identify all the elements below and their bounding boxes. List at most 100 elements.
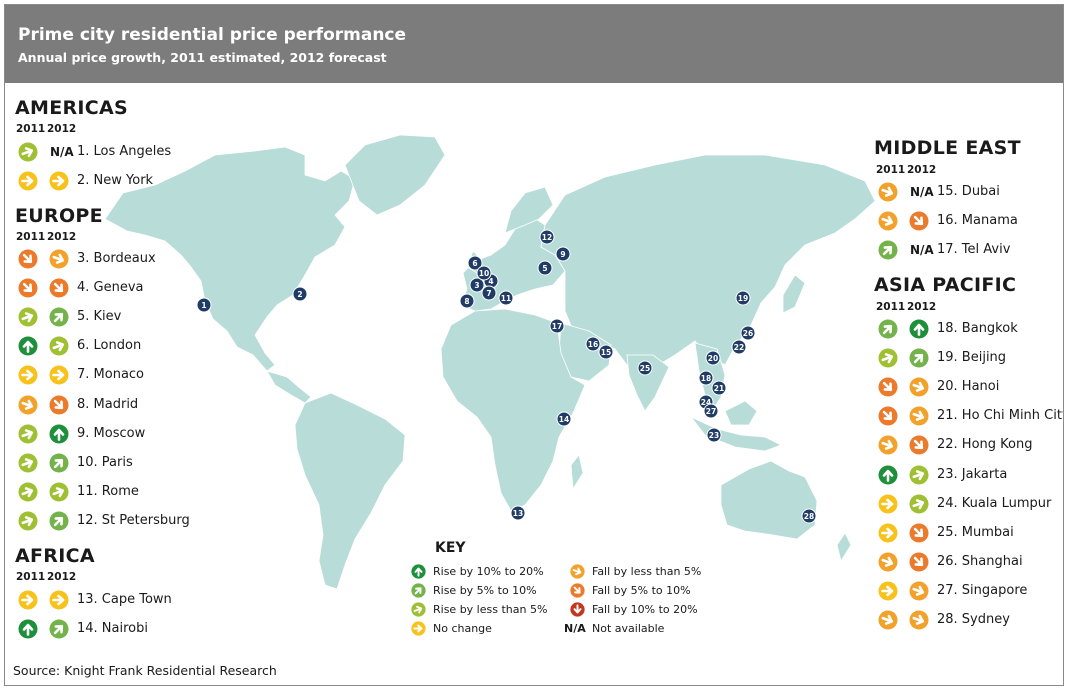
trend-2012-indicator bbox=[49, 171, 69, 191]
trend-2012-indicator bbox=[49, 278, 69, 298]
marker-number: 2 bbox=[297, 290, 302, 299]
trend-2011-indicator bbox=[18, 336, 38, 356]
arrow-up-right-icon bbox=[878, 240, 898, 260]
na-symbol: N/A bbox=[564, 622, 586, 635]
map-marker: 14 bbox=[556, 411, 572, 427]
australia-landmass bbox=[720, 460, 818, 540]
region-americas: AMERICAS bbox=[15, 97, 128, 119]
city-label: 18. Bangkok bbox=[937, 321, 1018, 336]
map-marker: 23 bbox=[706, 427, 722, 443]
key-icon bbox=[570, 602, 585, 617]
trend-2012-indicator bbox=[909, 465, 929, 485]
trend-2011-indicator bbox=[18, 590, 38, 610]
arrow-slight-down-icon bbox=[570, 564, 585, 579]
city-label: 15. Dubai bbox=[937, 184, 1000, 199]
region-title: EUROPE bbox=[15, 205, 103, 227]
map-marker: 3 bbox=[469, 277, 485, 293]
trend-2011-indicator bbox=[18, 142, 38, 162]
marker-number: 10 bbox=[479, 269, 489, 278]
city-label: 5. Kiev bbox=[77, 309, 122, 325]
arrow-slight-up-icon bbox=[49, 336, 69, 356]
arrow-up-icon bbox=[909, 319, 929, 339]
year-2011-label: 2011 bbox=[876, 301, 906, 313]
map-marker: 16 bbox=[585, 336, 601, 352]
arrow-down-right-icon bbox=[18, 249, 38, 269]
city-label: 11. Rome bbox=[77, 483, 139, 499]
arrow-slight-down-icon bbox=[909, 406, 929, 426]
trend-2012-indicator bbox=[909, 523, 929, 543]
japan-landmass bbox=[782, 274, 806, 314]
marker-number: 22 bbox=[734, 343, 744, 352]
trend-2012-indicator bbox=[49, 590, 69, 610]
map-marker: 26 bbox=[740, 325, 756, 341]
key-icon bbox=[570, 583, 585, 598]
arrow-right-icon bbox=[49, 590, 69, 610]
arrow-down-right-icon bbox=[909, 552, 929, 572]
africa-landmass bbox=[440, 308, 586, 512]
arrow-slight-up-icon bbox=[878, 348, 898, 368]
arrow-slight-down-icon bbox=[909, 377, 929, 397]
region-title: ASIA PACIFIC bbox=[874, 274, 1017, 296]
arrow-slight-down-icon bbox=[878, 211, 898, 231]
trend-2011-indicator bbox=[18, 171, 38, 191]
region-title: MIDDLE EAST bbox=[874, 137, 1021, 159]
new-zealand-landmass bbox=[836, 532, 852, 563]
trend-2012-indicator bbox=[909, 610, 929, 630]
trend-2011-indicator bbox=[878, 581, 898, 601]
marker-number: 11 bbox=[501, 294, 511, 303]
trend-2011-indicator bbox=[18, 424, 38, 444]
marker-number: 18 bbox=[701, 374, 711, 383]
city-label: 20. Hanoi bbox=[937, 379, 1000, 395]
map-marker: 22 bbox=[731, 339, 747, 355]
infographic-frame: Prime city residential price performance… bbox=[4, 4, 1064, 686]
greenland-landmass bbox=[344, 134, 446, 216]
trend-2011-indicator bbox=[18, 365, 38, 385]
city-label: 8. Madrid bbox=[77, 396, 139, 412]
map-marker: 5 bbox=[537, 260, 553, 276]
trend-2012-indicator bbox=[909, 348, 929, 368]
arrow-down-right-icon bbox=[49, 395, 69, 414]
marker-number: 19 bbox=[738, 294, 748, 303]
map-marker: 28 bbox=[801, 508, 817, 524]
marker-number: 9 bbox=[560, 250, 565, 259]
year-2011-label: 2011 bbox=[876, 164, 906, 176]
key-label: Fall by 10% to 20% bbox=[592, 603, 698, 616]
city-label: 21. Ho Chi Minh City bbox=[937, 408, 1064, 424]
arrow-down-right-icon bbox=[18, 278, 38, 298]
marker-number: 21 bbox=[714, 384, 724, 393]
arrow-slight-up-icon bbox=[18, 482, 38, 502]
arrow-up-right-icon bbox=[49, 453, 69, 473]
city-markers: 123 4567891011121314151617181920212223242… bbox=[196, 229, 817, 524]
marker-number: 20 bbox=[708, 354, 718, 363]
south-america-landmass bbox=[294, 392, 406, 590]
trend-2011-indicator bbox=[878, 610, 898, 630]
key-label: Rise by less than 5% bbox=[433, 603, 548, 616]
trend-2012-indicator bbox=[909, 406, 929, 426]
map-marker: 2 bbox=[292, 286, 308, 302]
arrow-right-icon bbox=[878, 581, 898, 601]
marker-number: 3 bbox=[474, 281, 479, 290]
city-label: 13. Cape Town bbox=[77, 592, 172, 607]
trend-2011-indicator bbox=[878, 494, 898, 514]
year-2011-label: 2011 bbox=[16, 571, 46, 583]
map-marker: 13 bbox=[510, 505, 526, 521]
year-2011-label: 2011 bbox=[16, 231, 46, 243]
arrow-up-right-icon bbox=[49, 511, 69, 531]
trend-2011-indicator bbox=[878, 523, 898, 543]
trend-2012-na: N/A bbox=[50, 145, 74, 159]
city-label: 7. Monaco bbox=[77, 367, 145, 383]
marker-number: 1 bbox=[201, 301, 206, 310]
city-label: 27. Singapore bbox=[937, 582, 1028, 598]
city-label: 10. Paris bbox=[77, 454, 133, 470]
map-marker: 1 bbox=[196, 297, 212, 313]
legend-key: KEY Rise by 10% to 20% Rise by 5% to 10% R… bbox=[408, 540, 738, 640]
key-label: Fall by less than 5% bbox=[592, 565, 702, 578]
trend-2011-indicator bbox=[878, 377, 898, 397]
map-marker: 25 bbox=[637, 360, 653, 376]
trend-2011-indicator bbox=[18, 278, 38, 298]
map-marker: 7 bbox=[481, 285, 497, 301]
map-marker: 18 bbox=[698, 370, 714, 386]
arrow-up-icon bbox=[49, 424, 69, 444]
trend-2012-indicator bbox=[49, 365, 69, 385]
city-label: 17. Tel Aviv bbox=[937, 242, 1011, 257]
